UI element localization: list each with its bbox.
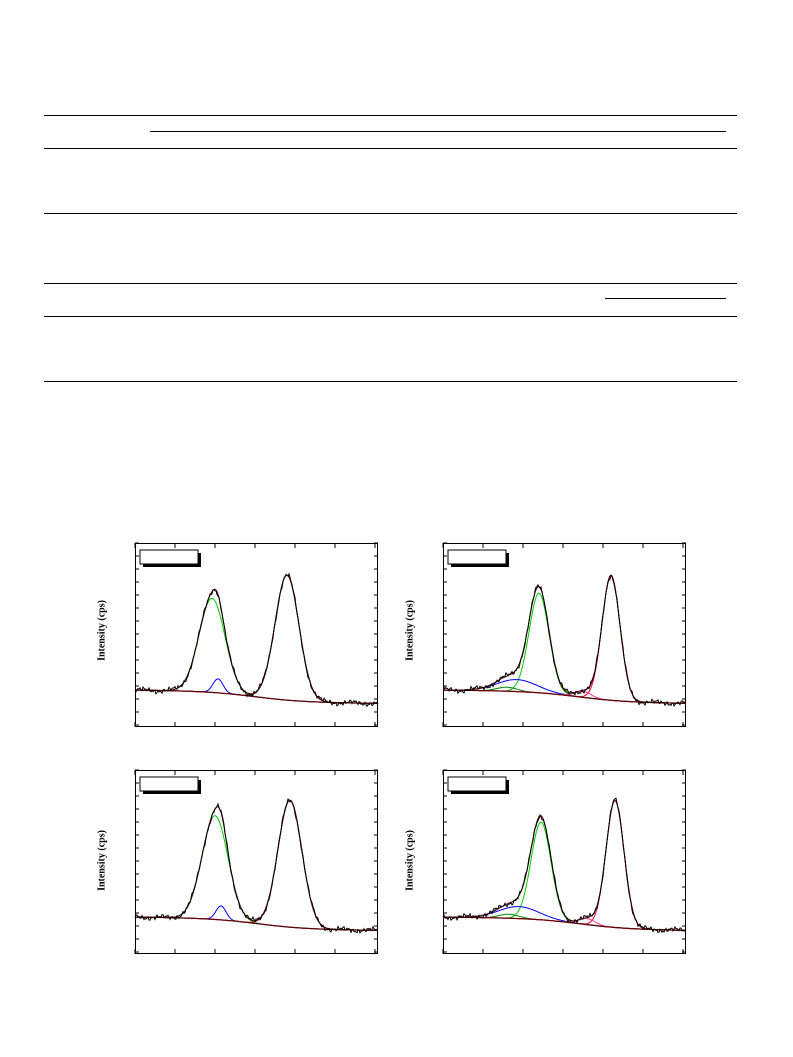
plot-frame <box>443 543 686 727</box>
table-rule <box>44 213 737 214</box>
legend-box <box>139 776 199 792</box>
spectrum-panel <box>442 769 687 954</box>
table-rule <box>44 316 737 317</box>
plot-frame <box>443 770 686 954</box>
raw-spectrum <box>442 797 687 933</box>
fit-component <box>442 574 686 704</box>
plot-frame <box>135 543 378 727</box>
fit-envelope <box>135 799 378 931</box>
y-axis-label: Intensity (cps) <box>404 830 416 891</box>
table-rule <box>150 131 726 132</box>
table-rule <box>44 148 737 149</box>
y-axis-label: Intensity (cps) <box>96 830 108 891</box>
table-rule <box>44 283 737 284</box>
fit-component <box>135 597 379 704</box>
fit-envelope <box>443 574 686 704</box>
spectrum-panel <box>442 542 687 727</box>
fit-envelope <box>443 799 686 931</box>
legend-box <box>447 549 507 565</box>
spectrum-panel <box>134 542 379 727</box>
table-rule <box>44 381 737 382</box>
background <box>442 689 686 704</box>
raw-spectrum <box>134 572 379 708</box>
plot-frame <box>135 770 378 954</box>
raw-spectrum <box>134 798 379 934</box>
fit-component <box>442 799 686 931</box>
spectrum-panel <box>134 769 379 954</box>
fit-component <box>443 906 686 931</box>
y-axis-label: Intensity (cps) <box>96 600 108 661</box>
legend-box <box>447 776 507 792</box>
y-axis-label: Intensity (cps) <box>404 600 416 661</box>
fit-component <box>135 574 379 704</box>
table-rule <box>44 115 737 116</box>
legend-box <box>139 549 199 565</box>
table-rule <box>605 298 726 299</box>
fit-envelope <box>135 574 379 704</box>
fit-component <box>135 799 378 931</box>
raw-spectrum <box>442 574 687 707</box>
fit-component <box>135 815 378 931</box>
fit-component <box>442 689 686 704</box>
